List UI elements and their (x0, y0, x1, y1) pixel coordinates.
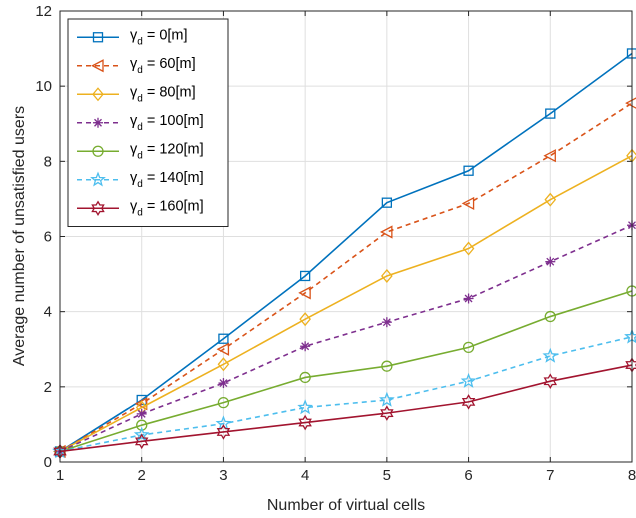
x-tick-label: 6 (464, 467, 472, 484)
x-tick-label: 4 (301, 467, 309, 484)
series-line (59, 154, 633, 453)
y-tick-label: 12 (35, 3, 52, 20)
data-point (462, 241, 475, 256)
data-point (543, 149, 556, 163)
ticks (59, 10, 633, 463)
data-point (92, 145, 104, 157)
x-tick-label: 8 (628, 467, 636, 484)
data-point (90, 171, 106, 187)
legend-item: γd = 140[m] (77, 170, 204, 190)
y-axis-label: Average number of unsatisfied users (11, 106, 28, 366)
series-2 (54, 148, 636, 459)
legend: γd = 0[m] γd = 60[m] γd = 80[m] γd = 100[m]… (67, 18, 229, 227)
data-point (92, 87, 104, 102)
series-line (59, 364, 633, 453)
data-point (542, 347, 559, 363)
legend-label: γd = 80[m] (130, 84, 196, 104)
data-point (463, 165, 474, 176)
data-point (545, 256, 556, 267)
data-point (461, 196, 475, 211)
legend-label: γd = 100[m] (130, 113, 204, 133)
data-point (134, 433, 149, 450)
legend-item: γd = 60[m] (77, 56, 196, 76)
data-point (299, 270, 311, 282)
data-point (381, 317, 392, 328)
y-tick-label: 2 (44, 379, 52, 396)
legend-item: γd = 100[m] (77, 113, 204, 133)
data-point (379, 225, 393, 239)
data-point (218, 378, 229, 389)
y-tick-label: 10 (35, 78, 52, 95)
y-tick-label: 0 (44, 454, 52, 471)
x-axis-label: Number of virtual cells (267, 497, 425, 514)
x-tick-label: 1 (56, 467, 64, 484)
data-point (381, 268, 393, 283)
data-point (300, 341, 311, 352)
legend-item: γd = 80[m] (77, 84, 196, 104)
data-point (298, 414, 312, 431)
data-point (544, 310, 556, 323)
data-point (217, 357, 230, 372)
data-point (216, 342, 230, 356)
data-point (460, 372, 477, 388)
data-point (217, 396, 230, 409)
data-point (544, 192, 557, 207)
data-point (93, 117, 103, 128)
data-point (380, 405, 394, 421)
data-point (378, 391, 395, 407)
data-point (91, 200, 105, 217)
series-line (59, 336, 633, 453)
legend-label: γd = 140[m] (130, 170, 204, 190)
data-point (543, 373, 558, 389)
x-tick-label: 2 (138, 467, 146, 484)
data-point (297, 399, 314, 415)
series-layer (52, 48, 636, 460)
y-tick-label: 4 (44, 304, 52, 321)
data-point (216, 424, 231, 440)
data-point (381, 197, 393, 208)
x-tick-label: 3 (219, 467, 227, 484)
data-point (463, 293, 474, 304)
series-line (59, 102, 633, 453)
legend-item: γd = 160[m] (77, 198, 204, 218)
data-point (381, 360, 393, 372)
x-tick-label: 7 (546, 467, 554, 484)
data-point (218, 333, 229, 344)
data-point (133, 426, 150, 442)
series-line (59, 224, 633, 453)
data-point (299, 312, 311, 327)
x-tick-label: 5 (383, 467, 391, 484)
legend-label: γd = 120[m] (130, 141, 204, 161)
legend-item: γd = 120[m] (77, 141, 204, 161)
y-tick-label: 8 (44, 153, 52, 170)
series-line (59, 52, 633, 453)
legend-label: γd = 0[m] (130, 27, 188, 47)
series-line (59, 290, 633, 453)
data-point (462, 341, 475, 354)
y-tick-label: 6 (44, 229, 52, 246)
data-point (545, 108, 556, 119)
data-point (136, 408, 147, 419)
data-point (299, 371, 311, 384)
legend-item: γd = 0[m] (77, 27, 188, 47)
data-point (461, 394, 476, 410)
data-point (92, 32, 104, 43)
legend-label: γd = 60[m] (130, 56, 196, 76)
legend-label: γd = 160[m] (130, 198, 204, 218)
data-point (91, 59, 104, 73)
data-point (298, 286, 311, 300)
